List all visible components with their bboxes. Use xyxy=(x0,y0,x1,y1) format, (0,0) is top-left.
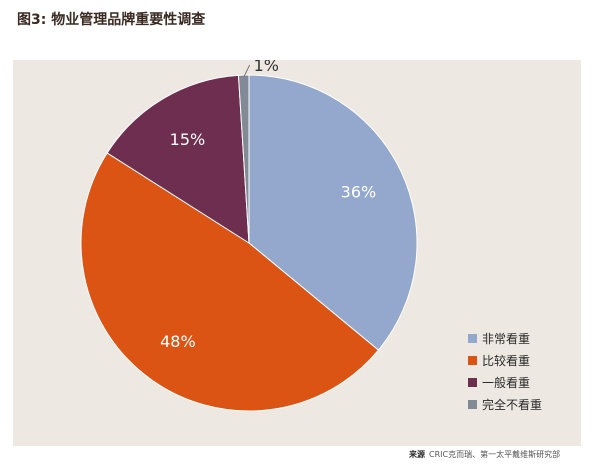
slice-label-not-important: 1% xyxy=(254,60,279,75)
slice-moderately-important xyxy=(106,74,250,244)
legend-item-not-important: 完全不看重 xyxy=(468,393,542,415)
legend-label: 完全不看重 xyxy=(482,397,543,412)
legend-item-moderately-important: 一般看重 xyxy=(468,371,542,393)
legend-item-very-important: 非常看重 xyxy=(468,327,542,349)
chart-panel: 36% 48% 15% 1% 非常看重 比较看重 一般看重 完全不看重 xyxy=(13,60,581,446)
legend-swatch xyxy=(468,399,477,409)
slice-label-fairly-important: 48% xyxy=(160,332,196,351)
legend-swatch xyxy=(468,333,477,343)
legend-swatch xyxy=(468,377,477,387)
slice-not-important xyxy=(237,74,250,244)
legend-label: 一般看重 xyxy=(482,375,531,390)
source-note: 来源 CRIC克而瑞、第一太平戴维斯研究部 xyxy=(409,449,560,460)
chart-legend: 非常看重 比较看重 一般看重 完全不看重 xyxy=(468,327,542,415)
source-label: 来源 xyxy=(409,450,425,459)
slice-very-important xyxy=(248,74,418,351)
slice-label-very-important: 36% xyxy=(341,182,377,201)
slice-fairly-important xyxy=(80,152,380,412)
slice-label-moderately-important: 15% xyxy=(170,130,206,149)
legend-swatch xyxy=(468,355,477,365)
legend-label: 非常看重 xyxy=(482,331,531,346)
legend-label: 比较看重 xyxy=(482,353,531,368)
leader-line xyxy=(243,64,251,78)
chart-title: 图3: 物业管理品牌重要性调查 xyxy=(17,12,206,28)
legend-item-fairly-important: 比较看重 xyxy=(468,349,542,371)
pie-chart: 36% 48% 15% 1% xyxy=(80,60,418,412)
source-text: CRIC克而瑞、第一太平戴维斯研究部 xyxy=(429,450,561,459)
